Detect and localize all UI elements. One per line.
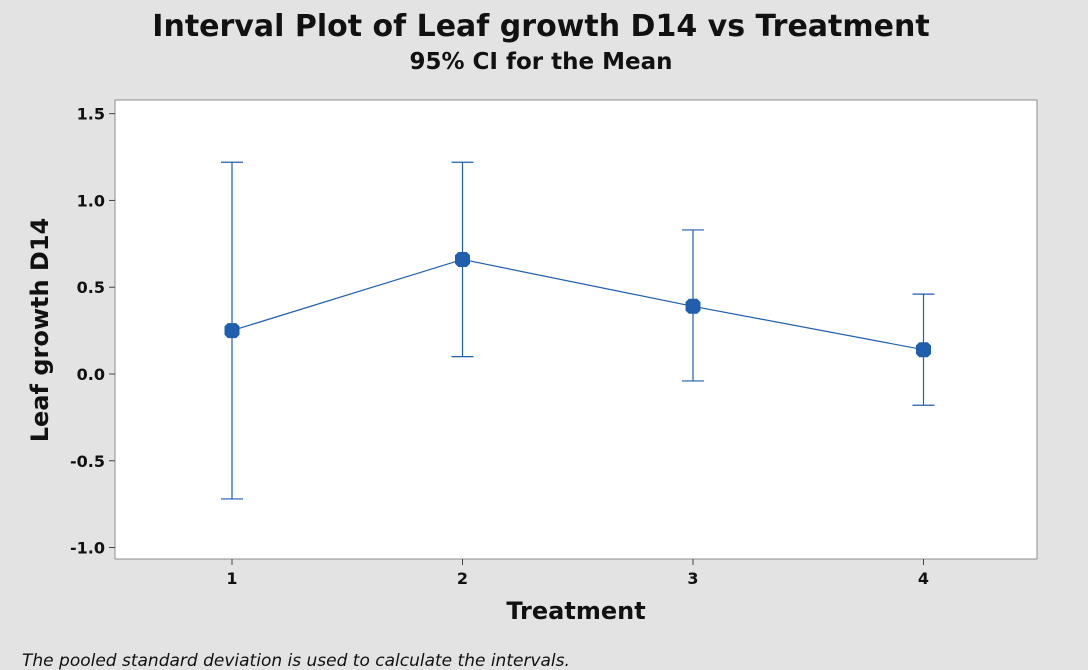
chart-subtitle: 95% CI for the Mean [409,49,672,75]
mean-marker [916,342,931,358]
y-axis: -1.0 -0.5 0.0 0.5 1.0 1.5 [70,105,115,558]
x-axis-label: Treatment [506,597,645,625]
x-tick-label: 1 [226,569,237,588]
mean-connect-line [231,258,924,351]
y-tick-label: -1.0 [70,539,105,558]
footnote: The pooled standard deviation is used to… [22,651,570,670]
y-tick-label: 0.0 [77,365,105,384]
x-tick-label: 3 [687,569,698,588]
y-tick-label: 1.0 [77,191,105,210]
y-tick-label: -0.5 [70,452,105,471]
y-axis-label: Leaf growth D14 [26,218,54,442]
y-tick-label: 1.5 [77,105,105,124]
x-axis: 1 2 3 4 [226,559,929,588]
chart-title: Interval Plot of Leaf growth D14 vs Trea… [152,9,929,44]
mean-marker [685,298,701,314]
plot-area [114,99,1038,560]
y-tick-label: 0.5 [77,278,105,297]
mean-marker [224,323,240,339]
mean-series [221,161,935,500]
x-tick-label: 2 [457,569,468,588]
mean-marker [455,251,470,267]
x-tick-label: 4 [918,569,929,588]
